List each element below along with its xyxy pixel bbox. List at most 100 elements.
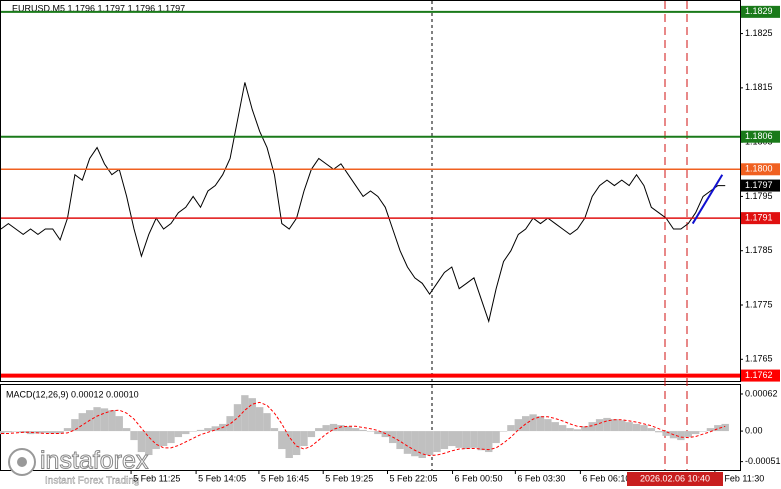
macd-bar — [366, 431, 375, 432]
cursor-tag — [627, 472, 723, 486]
macd-bar — [278, 431, 286, 450]
macd-bar — [714, 425, 722, 432]
macd-bar — [26, 431, 35, 435]
macd-bar — [108, 410, 116, 432]
logo-dot — [17, 457, 27, 467]
macd-bar — [492, 431, 500, 444]
level-label: 1.1800 — [745, 164, 773, 174]
macd-bar — [352, 428, 360, 432]
x-tick-label: 6 Feb 03:30 — [517, 473, 565, 483]
macd-bar — [307, 431, 316, 438]
macd-bar — [544, 419, 552, 432]
macd-bar — [233, 404, 242, 432]
y-tick-label: 0.00062 — [745, 388, 778, 398]
macd-bar — [122, 428, 131, 432]
macd-bar — [337, 425, 345, 432]
level-tag — [741, 130, 780, 143]
header: EURUSD,M5 1.1796 1.1797 1.1796 1.1797 — [12, 3, 185, 13]
macd-bar — [573, 429, 582, 432]
x-tick-label: 5 Feb 19:25 — [325, 473, 373, 483]
macd-bar — [226, 416, 234, 432]
macd-bar — [270, 428, 279, 432]
y-tick-label: 1.1815 — [745, 82, 773, 92]
macd-bar — [211, 426, 220, 432]
macd-bar — [41, 431, 50, 433]
macd-bar — [640, 425, 648, 432]
macd-bar — [263, 413, 271, 432]
level-label: 1.1762 — [745, 370, 773, 380]
macd-bar — [536, 416, 545, 432]
macd-bar — [71, 419, 79, 432]
y-tick-label: 1.1785 — [745, 245, 773, 255]
macd-bar — [196, 429, 205, 432]
y-tick-label: 1.1825 — [745, 28, 773, 38]
last-price-label: 1.1797 — [745, 180, 773, 190]
macd-bar — [322, 425, 330, 432]
macd-bar — [159, 431, 168, 447]
macd-bar — [485, 431, 493, 453]
x-tick-label: 5 Feb 14:05 — [198, 473, 246, 483]
macd-bar — [78, 413, 86, 432]
macd-bar — [49, 431, 57, 434]
trend-line — [691, 174, 724, 225]
y-tick-label: 1.1795 — [745, 191, 773, 201]
x-tick-label: 6 Feb 11:30 — [717, 473, 764, 483]
y-tick-label: 0.00 — [745, 425, 763, 435]
macd-bar — [455, 431, 463, 448]
macd-bar — [647, 428, 656, 432]
macd-bar — [300, 431, 308, 447]
macd-bar — [152, 431, 160, 450]
macd-bar — [329, 423, 338, 432]
macd-bar — [204, 428, 212, 432]
macd-bar — [470, 431, 478, 448]
macd-bar — [0, 431, 5, 435]
macd-bar — [691, 431, 700, 435]
cursor-label: 2026.02.06 10:40 — [640, 473, 710, 483]
macd-bar — [189, 431, 197, 432]
level-tag — [741, 369, 780, 382]
x-tick-label: 5 Feb 11:25 — [133, 473, 180, 483]
macd-bar — [411, 431, 419, 457]
x-tick-label: 5 Feb 16:45 — [261, 473, 309, 483]
macd-bar — [632, 423, 641, 432]
macd-bar — [603, 417, 611, 432]
macd-bar — [558, 425, 567, 432]
macd-bar — [581, 426, 589, 432]
macd-bar — [462, 431, 471, 450]
brand: instaforex — [40, 447, 149, 475]
macd-bar — [507, 425, 515, 432]
macd-bar — [396, 431, 404, 450]
macd-bar — [381, 431, 389, 438]
macd-bar — [248, 398, 256, 432]
level-label: 1.1791 — [745, 213, 773, 223]
macd-bar — [100, 408, 109, 432]
macd-bar — [374, 431, 382, 435]
y-tick-label: 1.1765 — [745, 354, 773, 364]
x-tick-label: 6 Feb 06:10 — [582, 473, 630, 483]
macd-bar — [174, 431, 183, 438]
macd-bar — [721, 423, 729, 432]
macd-bar — [699, 431, 707, 432]
x-tick-label: 5 Feb 22:05 — [389, 473, 437, 483]
signal-line — [1, 401, 726, 457]
macd-bar — [56, 431, 64, 434]
macd-bar — [440, 431, 449, 450]
macd-bar — [425, 431, 434, 456]
level-tag — [741, 5, 780, 18]
macd-bar — [529, 414, 537, 432]
macd-bar — [182, 431, 190, 435]
macd-bar — [706, 428, 715, 432]
macd-bar — [403, 431, 412, 454]
macd-bar — [499, 431, 508, 432]
tagline: Instant Forex Trading — [45, 476, 140, 487]
macd-bar — [167, 431, 175, 444]
macd-bar — [115, 416, 123, 432]
macd-bar — [514, 419, 522, 432]
macd-bar — [241, 395, 249, 432]
macd-bar — [255, 407, 264, 432]
price-line — [0, 82, 726, 324]
last-price-tag — [741, 179, 780, 192]
macd-bar — [63, 428, 72, 432]
macd-bar — [34, 431, 42, 434]
level-tag — [741, 163, 780, 176]
